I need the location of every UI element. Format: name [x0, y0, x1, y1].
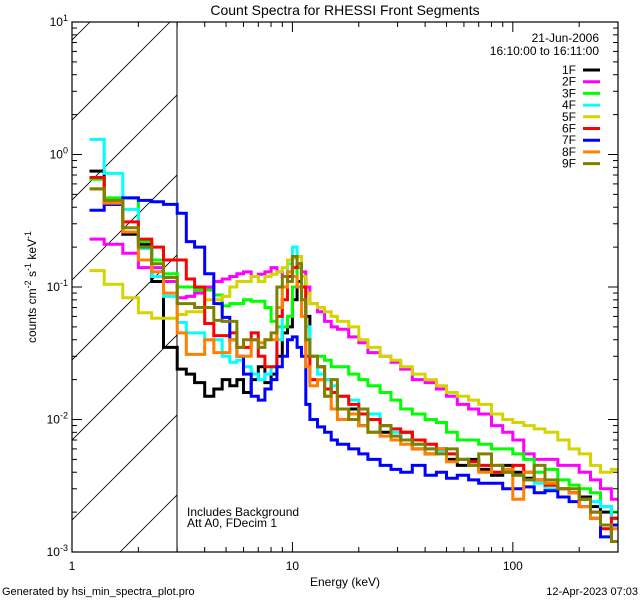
- annotation-attenuator: Att A0, FDecim 1: [187, 516, 277, 530]
- x-tick-label: 100: [503, 559, 523, 573]
- x-tick-label: 1: [69, 559, 76, 573]
- legend-label-4F: 4F: [562, 98, 576, 112]
- legend-label-9F: 9F: [562, 157, 576, 171]
- y-tick-label: 101: [50, 13, 68, 29]
- series-8F: [89, 187, 618, 531]
- y-tick-label: 10-2: [47, 411, 68, 427]
- y-axis-label: counts cm-2 s-1 keV-1: [23, 231, 39, 343]
- axis-ticks: [71, 21, 619, 553]
- x-axis-label: Energy (keV): [310, 575, 380, 589]
- footer-generated-by: Generated by hsi_min_spectra_plot.pro: [2, 586, 195, 598]
- hatch-line: [72, 174, 177, 281]
- y-tick-label: 10-3: [47, 543, 68, 559]
- legend-label-1F: 1F: [562, 63, 576, 77]
- y-tick-label: 100: [50, 146, 68, 162]
- y-tick-label: 10-1: [47, 278, 68, 294]
- series-7F: [89, 196, 618, 539]
- footer-timestamp: 12-Apr-2023 07:03: [546, 586, 638, 598]
- annotation-background: Includes Background: [187, 505, 299, 519]
- time-range-label: 16:10:00 to 16:11:00: [490, 44, 600, 58]
- legend-label-2F: 2F: [562, 75, 576, 89]
- series-9F: [89, 187, 618, 543]
- legend-label-5F: 5F: [562, 110, 576, 124]
- legend-label-7F: 7F: [562, 133, 576, 147]
- tick-labels: 1 10 100 101 100 10-1 10-2 10-3: [47, 13, 524, 573]
- x-tick-label: 10: [286, 559, 300, 573]
- legend-label-3F: 3F: [562, 86, 576, 100]
- chart-title: Count Spectra for RHESSI Front Segments: [210, 2, 479, 18]
- series-group: [89, 137, 618, 543]
- hatch-line: [72, 414, 177, 521]
- legend-label-6F: 6F: [562, 122, 576, 136]
- hatch-line: [72, 22, 171, 121]
- legend-label-8F: 8F: [562, 145, 576, 159]
- date-label: 21-Jun-2006: [532, 31, 600, 45]
- series-5F: [89, 255, 618, 474]
